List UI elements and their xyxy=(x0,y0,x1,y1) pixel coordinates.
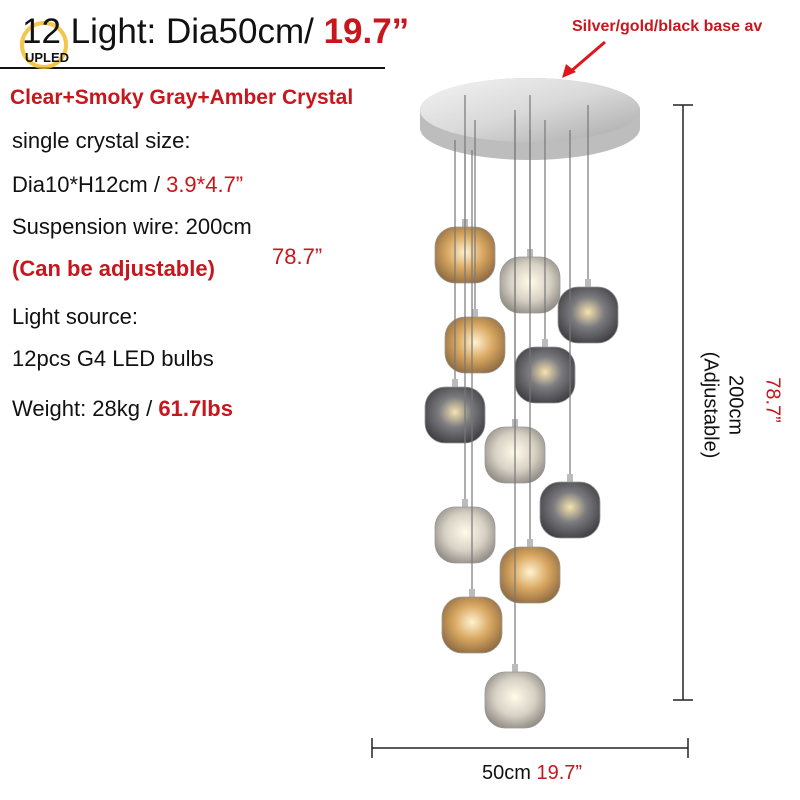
title-inch: 19.7” xyxy=(323,12,410,51)
crystal-size-inch: 3.9*4.7” xyxy=(166,172,244,197)
width-dimension xyxy=(371,738,689,758)
pendants xyxy=(424,95,619,729)
crystal xyxy=(514,346,576,404)
socket xyxy=(452,379,458,389)
wire: Suspension wire: 200cm xyxy=(12,214,252,239)
height-inch: 78.7” xyxy=(761,377,784,423)
height-cm: 200cm xyxy=(724,374,747,436)
light-source-label: Light source: xyxy=(12,304,138,329)
socket xyxy=(567,474,573,484)
width-cm: 50cm xyxy=(482,762,531,784)
light-source: 12pcs G4 LED bulbs xyxy=(12,346,214,371)
arrow-head xyxy=(562,64,576,78)
callout-arrow xyxy=(569,40,606,74)
crystal xyxy=(424,386,486,444)
height-note: (Adjustable) xyxy=(699,351,722,459)
width-inch: 19.7” xyxy=(536,762,583,784)
callout-text: Silver/gold/black base av xyxy=(572,18,763,35)
crystal xyxy=(441,596,503,654)
logo-icon xyxy=(20,21,68,69)
socket xyxy=(472,309,478,319)
crystal xyxy=(444,316,506,374)
weight-kg: Weight: 28kg / xyxy=(12,396,153,421)
weight: Weight: 28kg / 61.7lbs xyxy=(12,396,233,422)
socket xyxy=(512,664,518,674)
crystal xyxy=(434,506,496,564)
title: 12 Light: Dia50cm/ 19.7” xyxy=(22,12,409,52)
socket xyxy=(469,589,475,599)
socket xyxy=(462,499,468,509)
crystal-size: Dia10*H12cm / 3.9*4.7” xyxy=(12,172,243,198)
crystal xyxy=(557,286,619,344)
socket xyxy=(542,339,548,349)
crystal-size-label: single crystal size: xyxy=(12,128,191,153)
adjustable: (Can be adjustable) xyxy=(12,256,215,281)
socket xyxy=(585,279,591,289)
socket xyxy=(527,539,533,549)
width-label: 50cm 19.7” xyxy=(482,762,582,785)
crystal xyxy=(499,546,561,604)
weight-lbs: 61.7lbs xyxy=(158,396,233,421)
crystal xyxy=(484,671,546,729)
crystal-size-cm: Dia10*H12cm / xyxy=(12,172,160,197)
title-text: 12 Light: Dia50cm/ xyxy=(22,12,314,51)
crystal xyxy=(539,481,601,539)
material: Clear+Smoky Gray+Amber Crystal xyxy=(10,86,354,109)
height-dimension xyxy=(673,104,693,701)
logo: UPLED xyxy=(25,50,70,65)
wire-inch: 78.7” xyxy=(272,244,323,269)
